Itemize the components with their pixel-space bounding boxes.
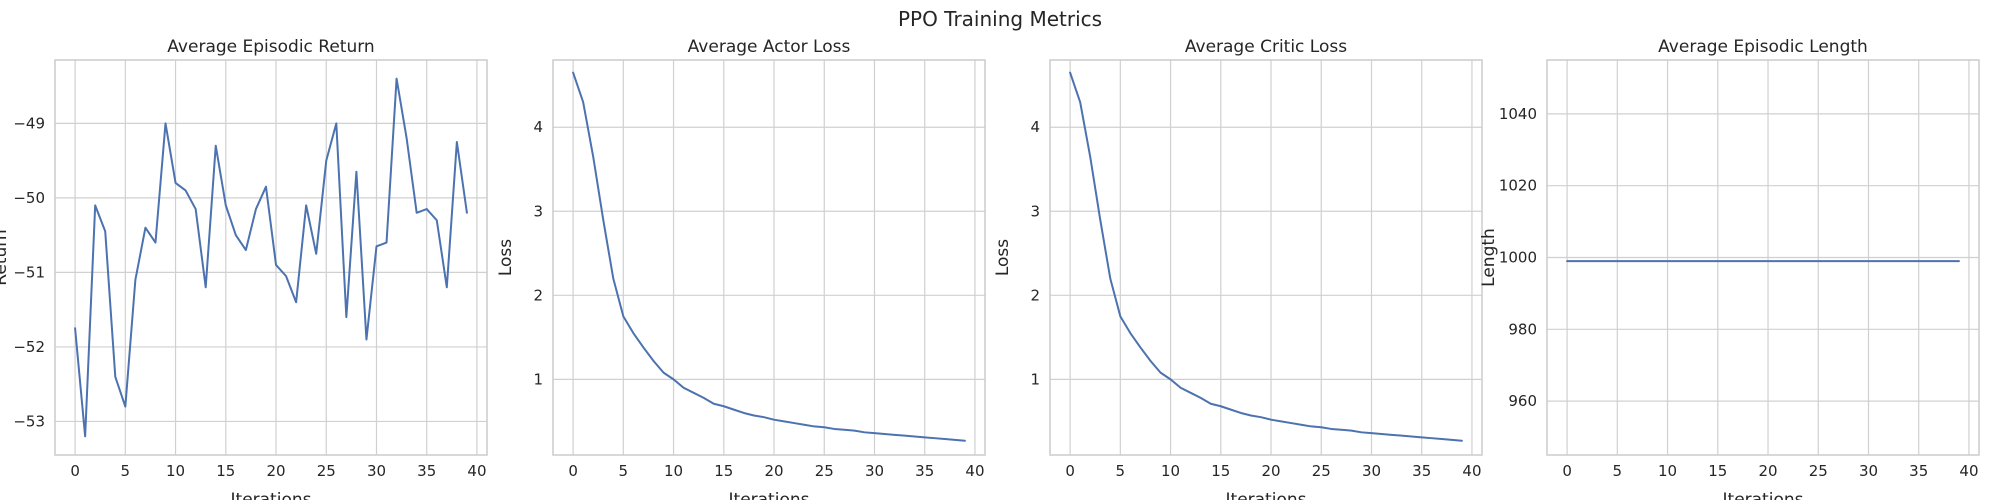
x-tick-label: 15 <box>714 462 733 480</box>
plot-frame <box>54 59 488 456</box>
x-tick-label: 5 <box>619 462 629 480</box>
series-line <box>1069 71 1463 442</box>
x-axis-label: Iterations <box>231 490 312 500</box>
x-tick-label: 10 <box>1658 462 1677 480</box>
y-axis-label: Return <box>0 229 11 285</box>
y-tick-label: 980 <box>1508 320 1537 338</box>
subplot-title: Average Episodic Length <box>1658 37 1868 57</box>
y-tick-label: 1 <box>533 370 543 388</box>
y-tick-label: −49 <box>13 114 45 132</box>
subplot-3: Average Critic Loss 0 5 10 15 20 25 30 35 40 1 2 3 4 I… <box>993 37 1483 500</box>
y-tick-label: 960 <box>1508 392 1537 410</box>
x-tick-label: 20 <box>1261 462 1280 480</box>
x-tick-label: 35 <box>417 462 436 480</box>
x-tick-label: 40 <box>1959 462 1978 480</box>
x-tick-label: 10 <box>664 462 683 480</box>
x-tick-label: 15 <box>1708 462 1727 480</box>
x-tick-label: 30 <box>865 462 884 480</box>
x-tick-label: 5 <box>1116 462 1126 480</box>
x-tick-label: 35 <box>915 462 934 480</box>
x-tick-label: 30 <box>1362 462 1381 480</box>
series-line <box>572 71 966 442</box>
figure-title: PPO Training Metrics <box>898 7 1102 31</box>
x-tick-label: 25 <box>1312 462 1331 480</box>
x-tick-label: 35 <box>1909 462 1928 480</box>
x-tick-label: 30 <box>1859 462 1878 480</box>
x-tick-label: 35 <box>1412 462 1431 480</box>
x-tick-label: 10 <box>166 462 185 480</box>
plot-frame <box>552 59 986 456</box>
x-axis-label: Iterations <box>1226 490 1307 500</box>
subplot-title: Average Actor Loss <box>688 37 851 57</box>
subplot-title: Average Critic Loss <box>1185 37 1347 57</box>
plot-frame <box>1049 59 1483 456</box>
y-axis-label: Loss <box>496 239 516 276</box>
x-tick-label: 20 <box>1758 462 1777 480</box>
y-tick-label: 1000 <box>1499 249 1537 267</box>
y-tick-label: 2 <box>1030 286 1040 304</box>
plot-frame <box>1546 59 1980 456</box>
x-tick-label: 40 <box>965 462 984 480</box>
x-tick-label: 5 <box>121 462 131 480</box>
subplot-1: Average Episodic Return 0 5 10 15 20 25 30 35 40 −… <box>0 37 488 500</box>
x-tick-label: 15 <box>216 462 235 480</box>
y-tick-label: 4 <box>533 118 543 136</box>
y-tick-label: 2 <box>533 286 543 304</box>
x-axis-label: Iterations <box>1723 490 1804 500</box>
x-tick-label: 20 <box>764 462 783 480</box>
y-tick-label: 1 <box>1030 370 1040 388</box>
y-tick-label: 4 <box>1030 118 1040 136</box>
x-tick-label: 30 <box>367 462 386 480</box>
y-tick-label: −50 <box>13 189 45 207</box>
x-tick-label: 0 <box>1065 462 1075 480</box>
y-tick-label: 1020 <box>1499 177 1537 195</box>
y-tick-label: −52 <box>13 338 45 356</box>
x-tick-label: 0 <box>568 462 578 480</box>
subplot-2: Average Actor Loss 0 5 10 15 20 25 30 35 40 1 2 3 4 It… <box>496 37 986 500</box>
x-tick-label: 40 <box>1462 462 1481 480</box>
x-tick-label: 10 <box>1161 462 1180 480</box>
x-tick-label: 40 <box>467 462 486 480</box>
series-line <box>74 77 468 438</box>
x-tick-label: 0 <box>1562 462 1572 480</box>
x-tick-label: 20 <box>266 462 285 480</box>
x-tick-label: 5 <box>1613 462 1623 480</box>
subplot-title: Average Episodic Return <box>167 37 374 57</box>
y-axis-label: Length <box>1479 228 1499 287</box>
subplot-4: Average Episodic Length 0 5 10 15 20 25 30 35 40 9… <box>1479 37 1980 500</box>
x-axis-label: Iterations <box>729 490 810 500</box>
x-tick-label: 25 <box>1809 462 1828 480</box>
y-tick-label: 3 <box>533 202 543 220</box>
y-tick-label: 1040 <box>1499 105 1537 123</box>
y-tick-label: −51 <box>13 263 45 281</box>
y-tick-label: 3 <box>1030 202 1040 220</box>
y-axis-label: Loss <box>993 239 1013 276</box>
y-tick-label: −53 <box>13 412 45 430</box>
x-tick-label: 25 <box>815 462 834 480</box>
x-tick-label: 15 <box>1211 462 1230 480</box>
x-tick-label: 25 <box>317 462 336 480</box>
x-tick-label: 0 <box>70 462 80 480</box>
